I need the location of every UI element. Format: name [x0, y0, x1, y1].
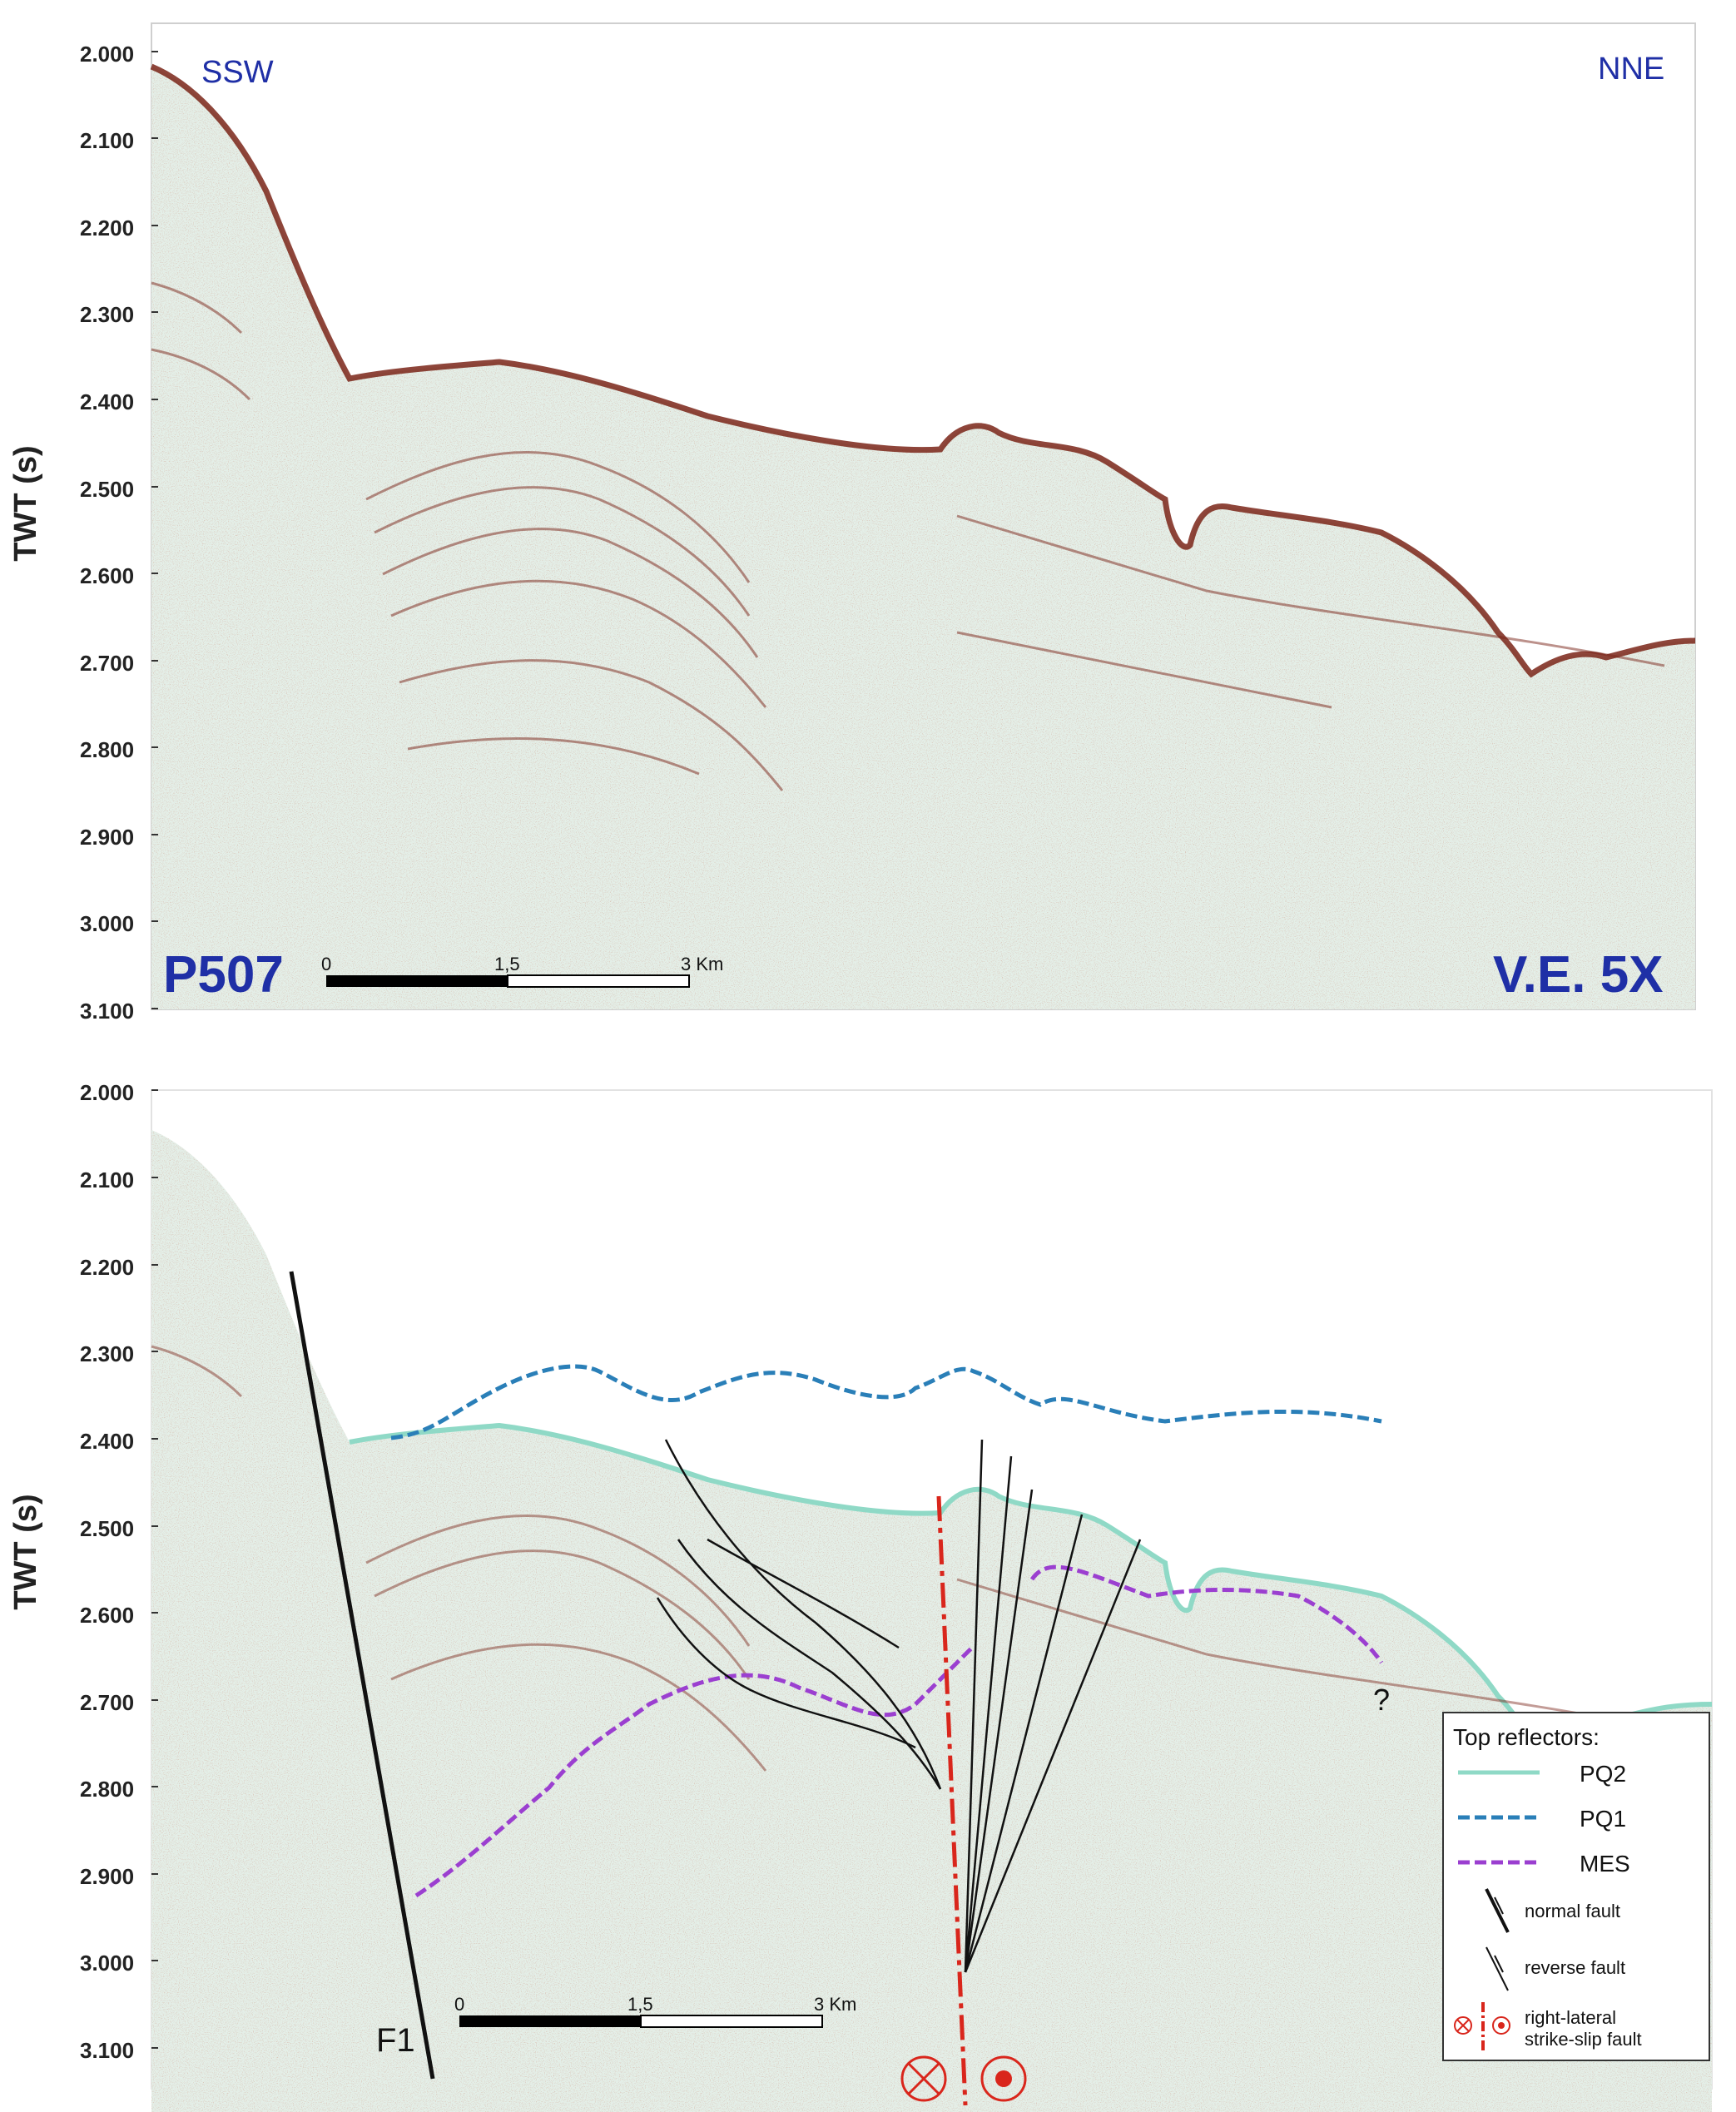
tick-label: 2.900	[80, 825, 135, 850]
scale-bar	[326, 974, 690, 988]
legend-label-strike-slip-2: strike-slip fault	[1525, 2029, 1642, 2050]
legend-label-mes: MES	[1580, 1851, 1630, 1877]
seismic-panel-uninterpreted: 2.000 2.100 2.200 2.300 2.400 2.500 2.60…	[0, 0, 1736, 1040]
legend-strike-slip-icon	[1454, 2002, 1510, 2050]
scale-bar-end: 3 Km	[814, 1994, 857, 2015]
scale-bar-mid: 1,5	[627, 1994, 653, 2015]
tick-label: 2.400	[80, 389, 135, 414]
tick-label: 2.700	[80, 1690, 135, 1715]
legend-reverse-fault-icon	[1486, 1946, 1509, 1991]
tick-label: 2.500	[80, 1516, 135, 1541]
tick-label: 2.700	[80, 651, 135, 676]
legend-label-normal-fault: normal fault	[1525, 1901, 1620, 1921]
scale-bar	[459, 2015, 823, 2028]
seafloor-reflector	[150, 63, 1696, 678]
tick-label: 2.800	[80, 737, 135, 762]
direction-label-right: NNE	[1598, 52, 1665, 87]
tick-label: 2.600	[80, 1603, 135, 1628]
tick-label: 2.100	[80, 1168, 135, 1192]
tick-label: 2.200	[80, 216, 135, 240]
legend-title: Top reflectors:	[1453, 1724, 1600, 1750]
tick-label: 3.000	[80, 1951, 135, 1976]
tick-label: 2.600	[80, 563, 135, 588]
seismic-panel-interpreted: 2.000 2.100 2.200 2.300 2.400 2.500 2.60…	[0, 1040, 1736, 2112]
tick-label: 3.100	[80, 999, 135, 1024]
profile-name: P507	[163, 946, 284, 1004]
legend-label-reverse-fault: reverse fault	[1525, 1957, 1626, 1978]
horizon-pq1	[390, 1364, 1382, 1440]
internal-reflectors	[151, 1345, 1665, 1772]
question-mark: ?	[1373, 1683, 1391, 1717]
tick-label: 2.000	[80, 1080, 135, 1105]
internal-reflectors	[151, 281, 1665, 791]
strike-slip-fault	[936, 1495, 968, 2106]
horizon-mes	[414, 1564, 1384, 1898]
legend-normal-fault-icon	[1485, 1888, 1510, 1933]
scale-bar-zero: 0	[454, 1994, 465, 2015]
fault-f1	[289, 1271, 435, 2080]
direction-label-left: SSW	[201, 55, 274, 90]
into-page-symbol	[900, 2055, 947, 2102]
scale-bar-mid: 1,5	[494, 954, 520, 974]
tick-label: 2.200	[80, 1255, 135, 1280]
tick-label: 2.100	[80, 128, 135, 153]
tick-label: 2.800	[80, 1777, 135, 1802]
y-axis-label: TWT (s)	[8, 1494, 43, 1610]
legend-label-pq1: PQ1	[1580, 1806, 1627, 1832]
axis-ticks	[151, 1089, 158, 2049]
y-axis-label: TWT (s)	[8, 445, 43, 562]
tick-label: 2.900	[80, 1864, 135, 1889]
splay-faults	[656, 1439, 1142, 1973]
vertical-exaggeration: V.E. 5X	[1493, 946, 1664, 1004]
tick-label: 2.300	[80, 1341, 135, 1366]
scale-bar-zero: 0	[321, 954, 332, 974]
scale-bar-end: 3 Km	[681, 954, 724, 974]
seismic-section-2	[151, 1089, 1713, 2112]
tick-label: 2.500	[80, 477, 135, 502]
tick-label: 2.300	[80, 302, 135, 327]
legend-label-strike-slip-1: right-lateral	[1525, 2007, 1617, 2028]
tick-label: 2.000	[80, 42, 135, 67]
seismic-section-1	[150, 22, 1696, 1010]
legend-label-pq2: PQ2	[1580, 1761, 1627, 1787]
out-of-page-symbol	[980, 2055, 1027, 2102]
tick-label: 3.100	[80, 2038, 135, 2063]
tick-label: 2.400	[80, 1429, 135, 1454]
axis-ticks	[151, 51, 158, 1009]
fault-label-f1: F1	[376, 2022, 415, 2059]
tick-label: 3.000	[80, 911, 135, 936]
